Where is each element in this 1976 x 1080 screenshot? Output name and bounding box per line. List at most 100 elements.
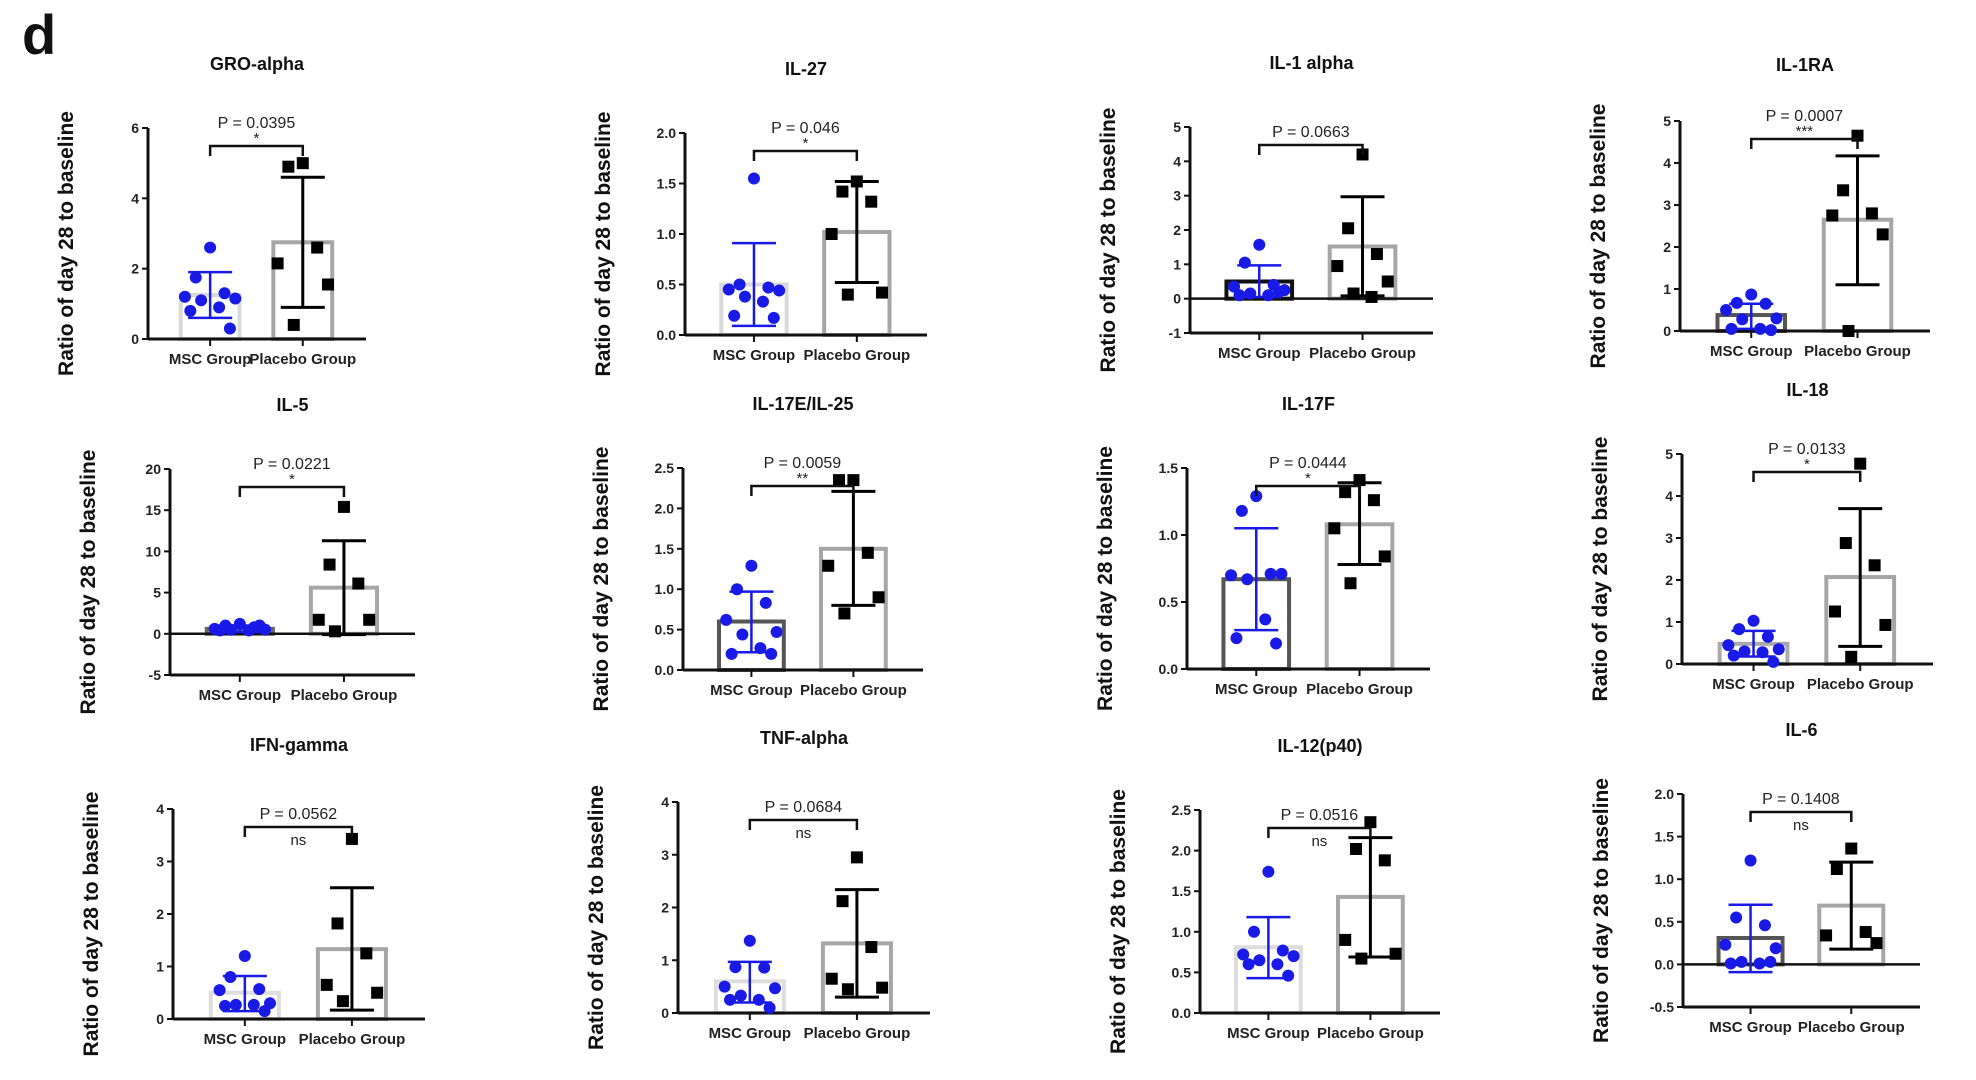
msc-data-point xyxy=(258,1005,271,1018)
msc-data-point xyxy=(229,998,242,1011)
placebo-data-point xyxy=(296,157,309,170)
placebo-data-point xyxy=(876,286,889,299)
msc-data-point xyxy=(233,617,246,630)
significance-label: ns xyxy=(290,832,306,849)
placebo-data-point xyxy=(1870,937,1883,950)
p-value-label: P = 0.0007 xyxy=(1766,108,1844,125)
msc-data-point xyxy=(1756,646,1769,659)
y-axis-label: Ratio of day 28 to baseline xyxy=(592,112,615,377)
y-tick-label: 0 xyxy=(1663,323,1671,339)
msc-data-point xyxy=(1273,285,1286,298)
msc-data-point xyxy=(1233,289,1246,302)
placebo-data-point xyxy=(825,228,838,240)
msc-data-point xyxy=(763,1001,776,1014)
significance-label: * xyxy=(254,130,260,147)
y-tick-label: 4 xyxy=(156,801,164,817)
placebo-data-point xyxy=(876,981,889,994)
msc-data-point xyxy=(1761,630,1774,643)
placebo-data-point xyxy=(1328,522,1341,535)
chart-panel: IL-5 Ratio of day 28 to baseline -5 0 5 10 15 2… xyxy=(77,395,415,714)
msc-data-point xyxy=(1270,637,1283,650)
placebo-data-point xyxy=(850,851,863,864)
msc-data-point xyxy=(1241,573,1254,586)
y-tick-label: 0.5 xyxy=(1159,594,1179,610)
y-tick-label: 2 xyxy=(131,261,139,277)
msc-data-point xyxy=(253,619,266,632)
y-tick-label: 0 xyxy=(1665,656,1673,672)
placebo-data-point xyxy=(1339,933,1352,946)
msc-data-point xyxy=(720,613,733,626)
y-tick-label: 0 xyxy=(661,1005,669,1021)
placebo-data-point xyxy=(282,160,295,173)
msc-data-point xyxy=(1744,854,1757,867)
y-tick-label: 1.5 xyxy=(655,541,675,557)
y-tick-label: 3 xyxy=(1663,197,1671,213)
msc-data-point xyxy=(1237,948,1250,961)
y-tick-label: 3 xyxy=(1173,188,1181,204)
y-tick-label: 1.5 xyxy=(1172,883,1192,899)
y-tick-label: 1.5 xyxy=(1159,460,1179,476)
chart-panel: IL-17E/IL-25 Ratio of day 28 to baseline 0… xyxy=(590,394,923,711)
chart-title: IL-27 xyxy=(785,59,827,79)
msc-data-point xyxy=(1228,280,1241,293)
placebo-data-point xyxy=(1820,929,1833,942)
y-tick-label: 2.0 xyxy=(657,125,677,141)
placebo-data-point xyxy=(833,474,845,487)
placebo-data-point xyxy=(850,175,863,188)
msc-data-point xyxy=(752,993,765,1006)
placebo-data-point xyxy=(836,895,849,908)
msc-data-point xyxy=(756,295,769,308)
msc-data-point xyxy=(229,292,242,305)
significance-bracket xyxy=(1750,137,1859,149)
y-tick-label: 2.0 xyxy=(1172,843,1192,859)
y-tick-label: 5 xyxy=(1663,113,1671,129)
msc-data-point xyxy=(184,304,197,317)
y-tick-label: 0 xyxy=(156,1011,164,1027)
placebo-data-point xyxy=(1353,474,1366,487)
placebo-data-point xyxy=(1845,842,1858,855)
msc-data-point xyxy=(224,623,237,636)
x-tick-label: Placebo Group xyxy=(1306,681,1413,698)
msc-data-point xyxy=(1767,655,1780,668)
x-tick-label: Placebo Group xyxy=(803,347,910,364)
msc-data-point xyxy=(762,281,775,294)
msc-data-point xyxy=(1262,289,1275,302)
placebo-data-point xyxy=(1339,486,1352,499)
msc-data-point xyxy=(189,271,202,284)
y-tick-label: 10 xyxy=(145,543,161,559)
x-tick-label: Placebo Group xyxy=(804,1025,911,1042)
msc-data-point xyxy=(219,999,232,1012)
y-tick-label: 4 xyxy=(1663,155,1671,171)
significance-label: * xyxy=(289,471,295,488)
y-tick-label: 5 xyxy=(1173,119,1181,135)
significance-label: ns xyxy=(1793,817,1809,834)
msc-data-point xyxy=(754,642,767,655)
x-tick-label: MSC Group xyxy=(1215,681,1298,698)
y-tick-label: 15 xyxy=(145,502,161,518)
y-tick-label: 1.0 xyxy=(1172,924,1192,940)
y-tick-label: 6 xyxy=(131,120,139,136)
msc-data-point xyxy=(204,241,217,254)
placebo-data-point xyxy=(1344,577,1357,590)
msc-data-point xyxy=(1730,296,1743,309)
msc-data-point xyxy=(1753,957,1766,970)
msc-data-point xyxy=(1259,613,1272,626)
chart-panel: GRO-alpha Ratio of day 28 to baseline 0 2 4 6… xyxy=(55,54,366,376)
msc-data-point xyxy=(1275,567,1288,580)
placebo-data-point xyxy=(1378,854,1391,867)
msc-data-point xyxy=(1758,919,1771,932)
placebo-data-point xyxy=(841,288,854,301)
significance-bracket xyxy=(243,825,354,837)
msc-data-point xyxy=(1271,958,1284,971)
y-tick-label: 0.5 xyxy=(657,277,677,293)
msc-data-point xyxy=(213,301,226,314)
msc-data-point xyxy=(731,583,743,596)
x-tick-label: Placebo Group xyxy=(1807,676,1914,693)
msc-data-point xyxy=(1250,490,1263,503)
msc-data-point xyxy=(718,980,731,993)
msc-data-point xyxy=(773,284,786,297)
significance-label: * xyxy=(1305,470,1311,487)
y-tick-label: 1.0 xyxy=(1159,527,1179,543)
placebo-data-point xyxy=(1830,862,1843,875)
y-tick-label: 20 xyxy=(145,461,161,477)
